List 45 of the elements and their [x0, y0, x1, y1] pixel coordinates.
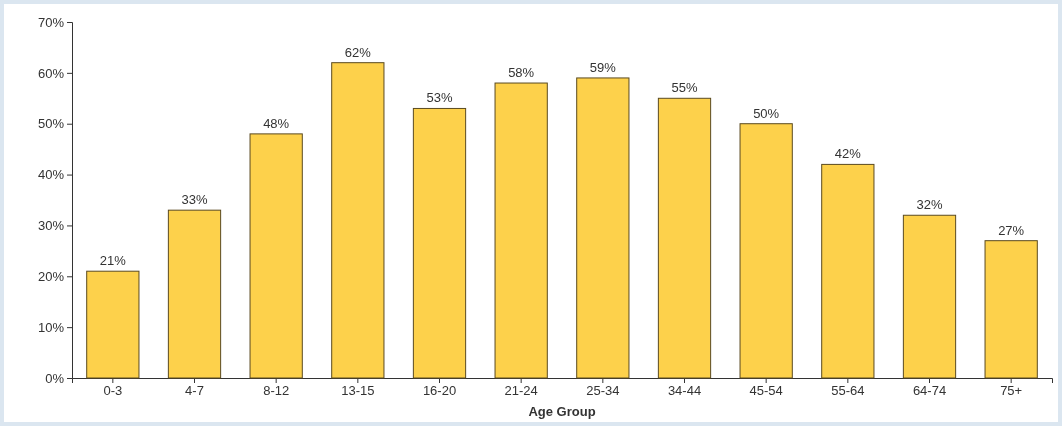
- data-label: 42%: [834, 146, 862, 162]
- x-tick-label: 25-34: [586, 383, 620, 399]
- data-label: 55%: [671, 80, 698, 96]
- bar: [494, 82, 548, 379]
- data-label: 33%: [181, 192, 208, 208]
- y-tick-label: 50%: [37, 116, 65, 132]
- y-tick-label: 70%: [37, 14, 65, 30]
- y-tick-label: 0%: [45, 370, 65, 386]
- data-label: 50%: [753, 105, 780, 121]
- bar: [902, 214, 957, 379]
- x-tick-label: 64-74: [912, 383, 947, 399]
- x-tick-label: 45-54: [749, 383, 783, 399]
- data-label: 59%: [589, 59, 617, 75]
- data-label: 53%: [426, 90, 453, 106]
- data-label: 27%: [998, 222, 1025, 238]
- y-tick-label: 30%: [37, 218, 65, 234]
- bar: [576, 77, 630, 379]
- y-tick-label: 10%: [37, 319, 65, 335]
- x-tick-label: 55-64: [831, 383, 865, 399]
- bar: [167, 209, 222, 379]
- data-label: 58%: [508, 65, 535, 81]
- bar: [86, 270, 140, 379]
- x-tick-label: 8-12: [263, 383, 290, 399]
- bar: [412, 107, 467, 379]
- bar: [331, 62, 385, 379]
- y-tick-label: 60%: [37, 65, 65, 81]
- bar: [739, 123, 793, 379]
- bar: [657, 97, 712, 379]
- x-tick-label: 13-15: [341, 383, 375, 399]
- y-tick-label: 40%: [37, 167, 65, 183]
- bar: [249, 133, 303, 379]
- x-tick-label: 75+: [1000, 383, 1023, 399]
- data-label: 62%: [344, 44, 372, 60]
- x-tick-label: 0-3: [103, 383, 123, 399]
- data-label: 32%: [916, 197, 943, 213]
- x-tick-label: 4-7: [185, 383, 204, 399]
- bar: [984, 240, 1038, 379]
- x-tick-label: 34-44: [667, 383, 702, 399]
- data-label: 21%: [99, 253, 127, 269]
- bar: [821, 163, 875, 379]
- x-tick-label: 16-20: [422, 383, 457, 399]
- y-tick-label: 20%: [37, 268, 65, 284]
- x-tick-label: 21-24: [504, 383, 538, 399]
- x-axis-title: Age Group: [528, 404, 596, 419]
- data-label: 48%: [263, 115, 290, 131]
